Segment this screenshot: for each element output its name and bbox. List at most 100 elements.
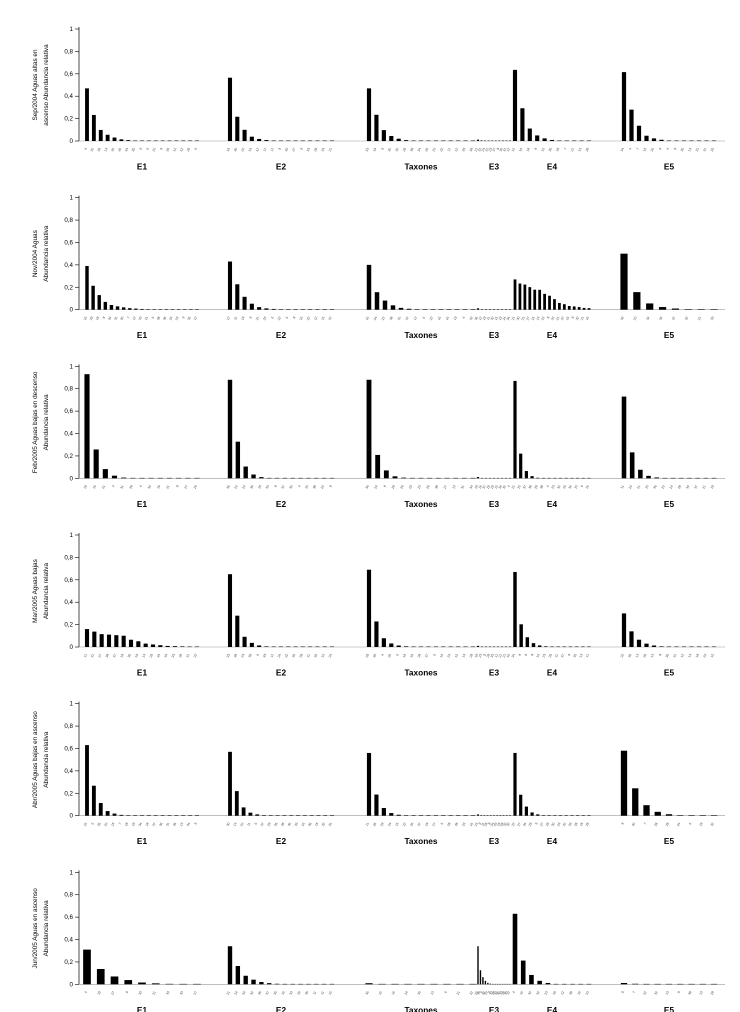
svg-text:38: 38 bbox=[312, 484, 317, 489]
svg-text:22: 22 bbox=[540, 316, 545, 321]
svg-text:23: 23 bbox=[408, 484, 413, 489]
svg-text:21: 21 bbox=[165, 484, 170, 489]
svg-text:15: 15 bbox=[710, 653, 715, 658]
svg-text:30: 30 bbox=[417, 990, 422, 995]
svg-text:27: 27 bbox=[516, 822, 521, 827]
svg-text:6: 6 bbox=[580, 484, 584, 488]
svg-text:8: 8 bbox=[292, 316, 296, 320]
svg-text:23: 23 bbox=[461, 822, 466, 827]
svg-text:22: 22 bbox=[429, 316, 434, 321]
svg-text:35: 35 bbox=[291, 653, 296, 658]
svg-text:18: 18 bbox=[119, 653, 124, 658]
svg-text:16: 16 bbox=[281, 990, 286, 995]
svg-text:19: 19 bbox=[248, 147, 253, 152]
svg-text:E3: E3 bbox=[489, 499, 500, 509]
svg-text:6: 6 bbox=[256, 653, 260, 657]
svg-text:36: 36 bbox=[365, 484, 370, 489]
svg-text:37: 37 bbox=[693, 484, 698, 489]
svg-text:6: 6 bbox=[395, 653, 399, 657]
svg-text:4: 4 bbox=[512, 990, 516, 994]
svg-text:24: 24 bbox=[277, 653, 282, 658]
svg-text:13: 13 bbox=[103, 147, 108, 152]
svg-text:9: 9 bbox=[159, 147, 163, 151]
svg-text:23: 23 bbox=[556, 822, 561, 827]
svg-text:16: 16 bbox=[445, 316, 450, 321]
svg-text:30: 30 bbox=[551, 822, 556, 827]
svg-text:9: 9 bbox=[673, 147, 677, 151]
svg-text:24: 24 bbox=[628, 484, 633, 489]
svg-text:19: 19 bbox=[226, 147, 231, 152]
svg-text:0,6: 0,6 bbox=[64, 71, 73, 78]
svg-text:21: 21 bbox=[255, 316, 260, 321]
svg-text:6: 6 bbox=[194, 147, 198, 151]
svg-text:27: 27 bbox=[110, 990, 115, 995]
svg-text:24: 24 bbox=[373, 484, 378, 489]
svg-text:0: 0 bbox=[70, 138, 74, 145]
svg-text:22: 22 bbox=[284, 653, 289, 658]
svg-text:24: 24 bbox=[387, 822, 392, 827]
svg-text:38: 38 bbox=[409, 147, 414, 152]
svg-text:4: 4 bbox=[462, 316, 466, 320]
svg-text:8: 8 bbox=[677, 990, 681, 994]
svg-text:1: 1 bbox=[70, 26, 74, 33]
svg-text:16: 16 bbox=[83, 316, 88, 321]
svg-text:11: 11 bbox=[585, 653, 590, 658]
svg-text:0,6: 0,6 bbox=[64, 577, 73, 584]
svg-text:21: 21 bbox=[101, 484, 106, 489]
svg-text:34: 34 bbox=[147, 484, 152, 489]
svg-text:24: 24 bbox=[241, 484, 246, 489]
svg-text:22: 22 bbox=[193, 653, 198, 658]
svg-text:E4: E4 bbox=[547, 836, 558, 846]
svg-text:8: 8 bbox=[658, 147, 662, 151]
svg-text:24: 24 bbox=[168, 316, 173, 321]
svg-text:16: 16 bbox=[562, 484, 567, 489]
svg-text:18: 18 bbox=[124, 822, 129, 827]
svg-text:16: 16 bbox=[83, 822, 88, 827]
svg-text:28: 28 bbox=[446, 822, 451, 827]
svg-text:6: 6 bbox=[145, 147, 149, 151]
svg-text:30: 30 bbox=[680, 147, 685, 152]
svg-text:11: 11 bbox=[83, 653, 88, 658]
svg-text:0: 0 bbox=[70, 307, 74, 314]
svg-text:26: 26 bbox=[424, 147, 429, 152]
svg-text:38: 38 bbox=[539, 484, 544, 489]
svg-text:E1: E1 bbox=[137, 836, 148, 846]
svg-text:1: 1 bbox=[70, 532, 74, 539]
svg-text:37: 37 bbox=[405, 316, 410, 321]
svg-text:33: 33 bbox=[306, 147, 311, 152]
svg-text:0,6: 0,6 bbox=[64, 239, 73, 246]
svg-text:18: 18 bbox=[695, 653, 700, 658]
svg-text:11: 11 bbox=[554, 653, 559, 658]
svg-text:30: 30 bbox=[387, 147, 392, 152]
svg-text:11: 11 bbox=[365, 822, 370, 827]
svg-text:15: 15 bbox=[439, 653, 444, 658]
svg-text:33: 33 bbox=[138, 316, 143, 321]
svg-text:24: 24 bbox=[669, 484, 674, 489]
svg-text:E3: E3 bbox=[489, 1005, 500, 1012]
svg-text:30: 30 bbox=[372, 653, 377, 658]
svg-text:13: 13 bbox=[461, 653, 466, 658]
svg-text:Taxones: Taxones bbox=[404, 836, 437, 846]
svg-text:38: 38 bbox=[568, 990, 573, 995]
svg-text:36: 36 bbox=[158, 822, 163, 827]
svg-text:36: 36 bbox=[287, 822, 292, 827]
svg-text:38: 38 bbox=[248, 653, 253, 658]
svg-text:Sep/2004 Aguas altas en: Sep/2004 Aguas altas en bbox=[32, 49, 39, 121]
svg-text:E2: E2 bbox=[276, 162, 287, 172]
svg-text:34: 34 bbox=[409, 653, 414, 658]
svg-text:16: 16 bbox=[585, 484, 590, 489]
svg-text:31: 31 bbox=[90, 653, 95, 658]
svg-text:6: 6 bbox=[270, 316, 274, 320]
svg-text:19: 19 bbox=[698, 822, 703, 827]
svg-text:26: 26 bbox=[399, 484, 404, 489]
svg-text:21: 21 bbox=[636, 484, 641, 489]
svg-text:29: 29 bbox=[533, 484, 538, 489]
svg-text:12: 12 bbox=[313, 316, 318, 321]
svg-text:36: 36 bbox=[127, 653, 132, 658]
svg-text:18: 18 bbox=[579, 822, 584, 827]
svg-text:13: 13 bbox=[698, 990, 703, 995]
svg-text:27: 27 bbox=[539, 822, 544, 827]
svg-text:Abundancia relativa: Abundancia relativa bbox=[43, 562, 50, 619]
svg-text:E2: E2 bbox=[276, 499, 287, 509]
svg-text:4: 4 bbox=[628, 147, 632, 151]
